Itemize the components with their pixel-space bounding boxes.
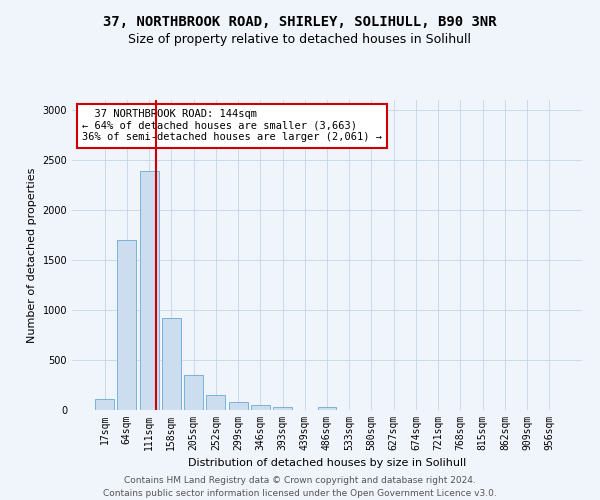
Bar (229, 402, 248, 410)
Bar (206, 394, 225, 410)
Bar (317, 406, 337, 410)
Bar (184, 374, 203, 410)
Y-axis label: Number of detached properties: Number of detached properties (27, 168, 37, 342)
Bar (251, 404, 270, 410)
X-axis label: Distribution of detached houses by size in Solihull: Distribution of detached houses by size … (188, 458, 466, 468)
Bar (162, 318, 181, 410)
Bar (95, 398, 114, 410)
Text: 37 NORTHBROOK ROAD: 144sqm
← 64% of detached houses are smaller (3,663)
36% of s: 37 NORTHBROOK ROAD: 144sqm ← 64% of deta… (82, 110, 382, 142)
Bar (273, 406, 292, 410)
Bar (140, 171, 158, 410)
Text: Size of property relative to detached houses in Solihull: Size of property relative to detached ho… (128, 32, 472, 46)
Bar (118, 240, 136, 410)
Text: 37, NORTHBROOK ROAD, SHIRLEY, SOLIHULL, B90 3NR: 37, NORTHBROOK ROAD, SHIRLEY, SOLIHULL, … (103, 15, 497, 29)
Text: Contains HM Land Registry data © Crown copyright and database right 2024.
Contai: Contains HM Land Registry data © Crown c… (103, 476, 497, 498)
